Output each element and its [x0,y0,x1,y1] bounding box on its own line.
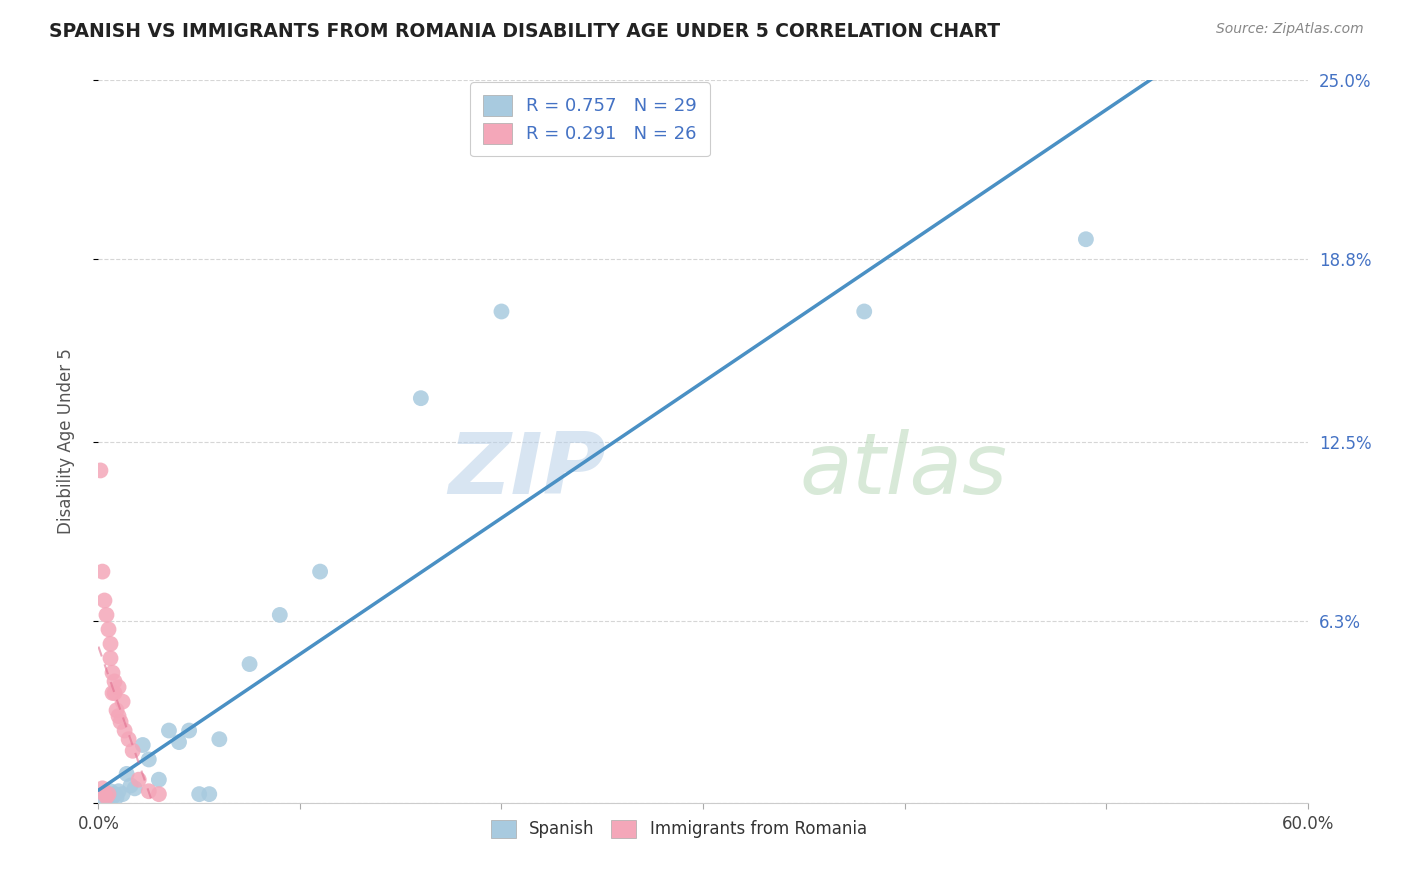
Point [118,732,141,747]
Point [100,651,122,665]
Y-axis label: Disability Age Under 5: Disability Age Under 5 [56,349,75,534]
Point [1074,232,1097,246]
Point [93,787,115,801]
Point [121,744,143,758]
Point [111,787,134,801]
Text: ZIP: ZIP [449,429,606,512]
Point [110,714,132,729]
Point [208,732,231,747]
Point [101,665,124,680]
Point [100,784,122,798]
Point [114,723,136,738]
Point [107,709,129,723]
Point [96,790,118,805]
Point [97,787,120,801]
Point [105,790,128,805]
Point [409,391,432,405]
Point [309,565,332,579]
Point [89,463,111,477]
Point [491,304,513,318]
Point [269,607,291,622]
Text: SPANISH VS IMMIGRANTS FROM ROMANIA DISABILITY AGE UNDER 5 CORRELATION CHART: SPANISH VS IMMIGRANTS FROM ROMANIA DISAB… [49,22,1000,41]
Point [239,657,262,671]
Point [111,695,134,709]
Point [91,790,114,805]
Point [138,752,160,766]
Point [103,787,125,801]
Point [93,787,115,801]
Point [120,779,142,793]
Point [101,686,124,700]
Point [107,784,129,798]
Point [115,767,138,781]
Point [91,781,114,796]
Point [148,787,170,801]
Point [103,674,125,689]
Point [148,772,170,787]
Point [132,738,155,752]
Point [198,787,221,801]
Legend: Spanish, Immigrants from Romania: Spanish, Immigrants from Romania [484,813,873,845]
Point [128,772,150,787]
Point [138,784,160,798]
Point [157,723,180,738]
Point [97,787,120,801]
Point [107,680,129,694]
Point [188,787,211,801]
Point [93,593,115,607]
Point [101,790,124,805]
Point [91,565,114,579]
Text: Source: ZipAtlas.com: Source: ZipAtlas.com [1216,22,1364,37]
Point [96,607,118,622]
Point [97,623,120,637]
Text: atlas: atlas [800,429,1008,512]
Point [179,723,201,738]
Point [167,735,190,749]
Point [124,781,146,796]
Point [96,790,118,805]
Point [105,703,128,717]
Point [100,637,122,651]
Point [103,686,125,700]
Point [853,304,876,318]
